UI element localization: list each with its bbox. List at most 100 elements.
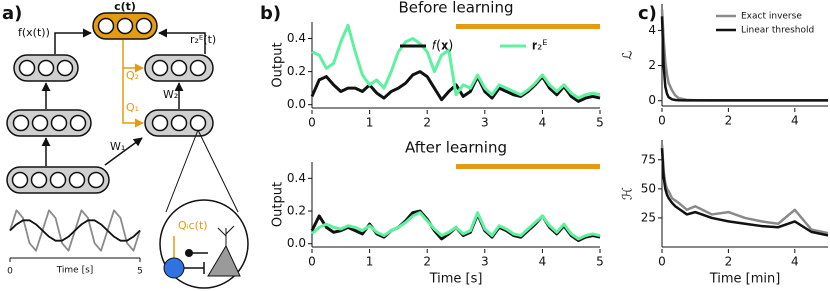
- pyramidal-cell: [207, 244, 241, 277]
- legend-label: 𝑓(𝐱): [432, 39, 453, 54]
- x-tick-label: 5: [137, 267, 143, 277]
- x-tick-label: 4: [791, 255, 799, 269]
- series-line: [310, 209, 601, 242]
- y-tick-label: 0.4: [287, 31, 306, 45]
- x-axis-label: Time [s]: [56, 266, 94, 276]
- x-tick-label: 2: [423, 255, 431, 269]
- x-tick-label: 5: [596, 255, 604, 269]
- series-line: [660, 9, 828, 102]
- y-tick-label: 4: [648, 23, 656, 37]
- context-arrow: [122, 40, 144, 73]
- gain-label: Qᵢc(t): [178, 219, 208, 232]
- context-label: c(t): [114, 0, 136, 13]
- gain-label: Q₂: [126, 69, 139, 82]
- weight-label: W₂: [163, 88, 178, 101]
- x-tick-label: 2: [423, 116, 431, 130]
- series-line: [9, 219, 141, 242]
- x-tick-label: 5: [596, 116, 604, 130]
- output-label: f(x(t)): [18, 26, 50, 39]
- x-tick-label: 3: [481, 255, 489, 269]
- series-line: [310, 211, 601, 241]
- gain-label: Q₁: [126, 101, 139, 114]
- unit: [30, 171, 48, 189]
- legend-label: Linear threshold: [741, 26, 814, 36]
- unit: [31, 114, 49, 132]
- x-tick-label: 0: [308, 116, 316, 130]
- panel-label: b): [260, 3, 281, 24]
- panel-label: c): [638, 3, 657, 24]
- x-tick-label: 0: [658, 114, 666, 128]
- x-tick-label: 4: [539, 255, 547, 269]
- learning-period: [456, 24, 600, 29]
- synapse: [185, 249, 193, 257]
- series-line: [660, 16, 828, 102]
- y-tick-label: 0: [648, 93, 656, 107]
- y-tick-label: 25: [641, 210, 656, 224]
- inhibition: [184, 262, 205, 274]
- unit: [50, 114, 68, 132]
- y-tick-label: 0.2: [287, 64, 306, 78]
- x-tick-label: 4: [539, 116, 547, 130]
- x-tick-label: 0: [658, 255, 666, 269]
- learning-period: [456, 164, 600, 169]
- y-tick-label: 0.4: [287, 171, 306, 185]
- x-tick-label: 4: [791, 114, 799, 128]
- network-diagram: c(t) f(x(t)) r₂ᴱ(t) W₂ W₁: [6, 0, 249, 289]
- arrow: [158, 28, 206, 54]
- unit: [170, 59, 188, 77]
- unit: [116, 17, 134, 35]
- zoom-line: [165, 129, 199, 213]
- x-axis-label: Time [min]: [709, 272, 781, 287]
- unit: [11, 171, 29, 189]
- weight-label: W₁: [110, 140, 125, 153]
- x-axis-label: Time [s]: [429, 272, 483, 287]
- unit: [151, 114, 169, 132]
- unit: [87, 171, 105, 189]
- unit: [189, 114, 207, 132]
- dendrite: [217, 225, 235, 246]
- legend-label: Exact inverse: [741, 12, 802, 22]
- series-line: [660, 144, 829, 235]
- zoom-line: [197, 129, 239, 213]
- x-tick-label: 1: [366, 255, 374, 269]
- series-line: [311, 23, 601, 100]
- unit: [97, 17, 115, 35]
- series-line: [660, 148, 829, 237]
- unit: [37, 59, 55, 77]
- x-tick-label: 1: [366, 116, 374, 130]
- unit: [170, 114, 188, 132]
- unit: [68, 171, 86, 189]
- unit: [151, 59, 169, 77]
- context-arrow: [122, 68, 144, 128]
- x-tick-label: 2: [725, 255, 733, 269]
- y-axis-label: Output: [271, 182, 286, 227]
- x-tick-label: 2: [725, 114, 733, 128]
- unit: [18, 59, 36, 77]
- chart-title: After learning: [405, 139, 507, 157]
- y-tick-label: 2: [648, 58, 656, 72]
- interneuron: [163, 257, 185, 279]
- unit: [69, 114, 87, 132]
- series-line: [310, 70, 601, 103]
- unit: [49, 171, 67, 189]
- y-axis-label: ℒ: [621, 50, 636, 59]
- y-axis-label: Output: [271, 42, 286, 87]
- unit: [12, 114, 30, 132]
- unit: [56, 59, 74, 77]
- x-tick-label: 0: [308, 255, 316, 269]
- chart-title: Before learning: [398, 0, 513, 17]
- arrow: [54, 28, 92, 54]
- unit: [189, 59, 207, 77]
- panel-label: a): [2, 3, 22, 24]
- arrow: [104, 137, 143, 166]
- layer-pill: [6, 109, 92, 137]
- legend-label: 𝐫₂ᴱ: [532, 39, 547, 54]
- y-tick-label: 0.2: [287, 204, 306, 218]
- y-axis-label: ℋ: [621, 187, 636, 200]
- x-tick-label: 0: [7, 267, 13, 277]
- x-tick-label: 3: [481, 116, 489, 130]
- rate-label: r₂ᴱ(t): [190, 33, 216, 46]
- y-tick-label: 0.0: [287, 236, 306, 250]
- y-tick-label: 0.0: [287, 97, 306, 111]
